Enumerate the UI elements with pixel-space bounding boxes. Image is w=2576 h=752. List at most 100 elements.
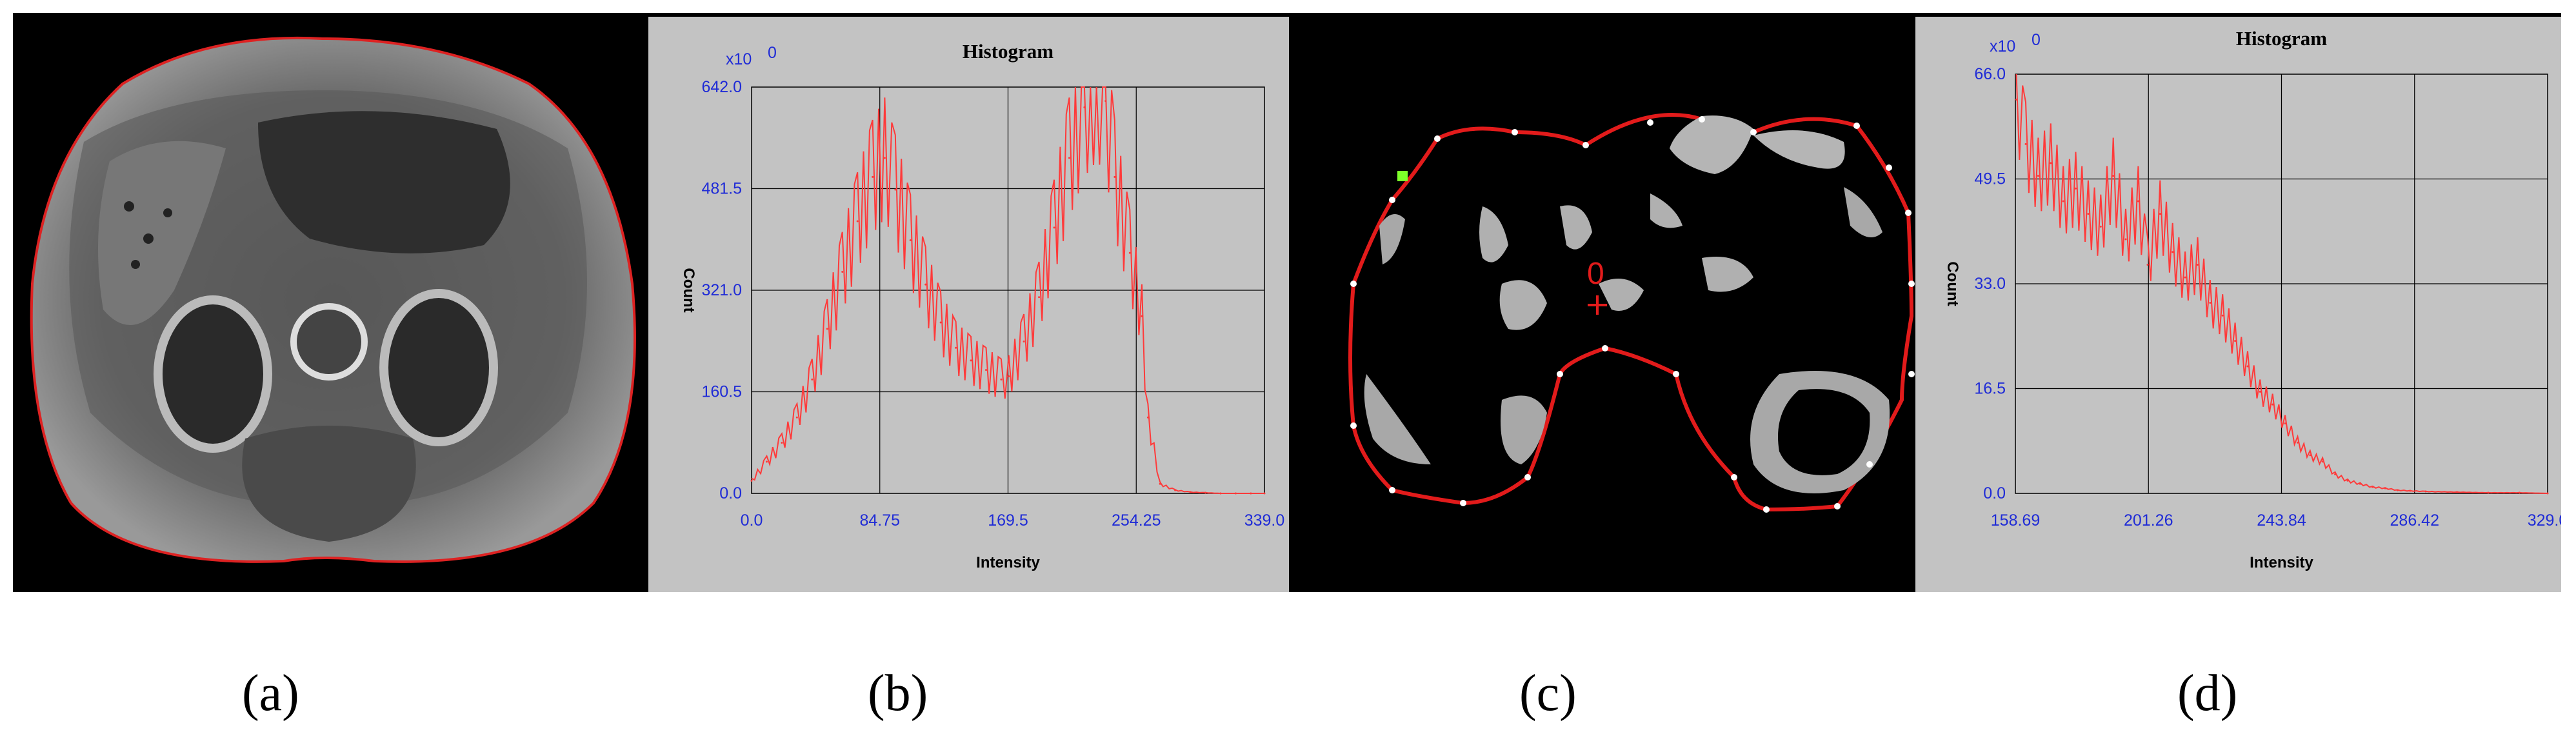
histogram-point — [2172, 251, 2174, 253]
histogram-point — [970, 359, 972, 362]
histogram-point — [2518, 491, 2521, 494]
chart-title: Histogram — [2236, 27, 2327, 50]
caption-a: (a) — [242, 665, 299, 722]
y-tick-label: 0.0 — [719, 484, 742, 502]
axis-multiplier-exponent: 0 — [2032, 31, 2041, 49]
histogram-point — [811, 378, 814, 381]
x-tick-label: 329.0 — [2528, 511, 2561, 529]
x-tick-label: 169.5 — [988, 511, 1028, 529]
histogram-series — [751, 86, 1264, 494]
x-axis-label: Intensity — [976, 554, 1040, 571]
histogram-point — [2296, 441, 2299, 444]
histogram-point — [795, 416, 798, 419]
histogram-point — [2424, 490, 2427, 493]
histogram-point — [2396, 489, 2399, 491]
histogram-point — [2137, 200, 2139, 203]
histogram-point — [955, 346, 957, 349]
histogram-point — [1141, 315, 1143, 317]
histogram-point — [2346, 479, 2349, 482]
histogram-point — [1219, 492, 1222, 495]
histogram-point — [2075, 187, 2077, 190]
x-tick-label: 84.75 — [859, 511, 900, 529]
x-tick-label: 339.0 — [1244, 511, 1285, 529]
histogram-chart-b: Histogram x10 0 0.0 84.75 169.5 254.25 339.0 642… — [680, 40, 1285, 571]
mri-axial-image — [13, 13, 648, 592]
histogram-point — [1174, 489, 1177, 491]
histogram-chart-d: Histogram x10 0 158.69 201.26 243.84 286.42 329… — [1944, 27, 2561, 571]
vertebra — [290, 303, 368, 381]
histogram-point — [2209, 302, 2212, 304]
histogram-point — [2456, 491, 2459, 493]
mri-scan-graphic — [30, 36, 636, 563]
histogram-point — [939, 321, 942, 324]
histogram-point — [750, 479, 753, 482]
liver — [98, 141, 226, 325]
spinal-muscles — [242, 426, 416, 542]
y-tick-label: 33.0 — [1974, 275, 2006, 293]
histogram-point — [2334, 473, 2337, 475]
histogram-point — [2546, 492, 2549, 495]
contour-label: 0 — [1587, 257, 1604, 291]
histogram-point — [2359, 482, 2361, 485]
histogram-point — [1083, 106, 1086, 108]
histogram-point — [2371, 486, 2374, 488]
histogram-point — [1204, 491, 1207, 494]
histogram-point — [2234, 340, 2237, 342]
histogram-point — [841, 271, 844, 273]
stomach — [258, 111, 510, 253]
y-tick-label: 481.5 — [701, 180, 742, 198]
histogram-point — [1263, 492, 1266, 495]
histogram-point — [856, 220, 859, 223]
histogram-point — [1146, 416, 1149, 419]
caption-d: (d) — [2177, 665, 2238, 722]
histogram-point — [2384, 487, 2386, 490]
histogram-point — [1038, 296, 1041, 299]
histogram-point — [2037, 175, 2039, 177]
histogram-point — [2196, 263, 2199, 266]
histogram-point — [2099, 225, 2102, 228]
histogram-point — [1159, 482, 1161, 485]
histogram-point — [1104, 100, 1107, 103]
x-tick-label: 243.84 — [2257, 511, 2306, 529]
histogram-series — [2015, 74, 2548, 494]
y-tick-label: 642.0 — [701, 78, 742, 96]
x-tick-label: 286.42 — [2390, 511, 2439, 529]
histogram-point — [872, 175, 874, 178]
histogram-point — [984, 369, 987, 371]
histogram-point — [2259, 390, 2261, 393]
segmentation-graphic: 0 — [1348, 113, 1915, 513]
caption-b: (b) — [868, 665, 928, 722]
left-kidney — [154, 295, 272, 453]
histogram-point — [2159, 213, 2161, 215]
x-tick-label: 201.26 — [2124, 511, 2173, 529]
histogram-point — [2321, 460, 2324, 463]
histogram-point — [2221, 314, 2224, 317]
histogram-point — [894, 188, 897, 191]
caption-c: (c) — [1519, 665, 1577, 722]
histogram-panel-d: Histogram x10 0 158.69 201.26 243.84 286.42 329… — [1915, 13, 2561, 592]
histogram-point — [2284, 422, 2286, 425]
histogram-point — [2087, 213, 2090, 215]
histogram-point — [2112, 175, 2115, 177]
y-tick-label: 0.0 — [1983, 484, 2006, 502]
y-axis-label: Count — [1944, 261, 1961, 306]
segmentation-image: 0 — [1289, 13, 1915, 592]
histogram-point — [1008, 375, 1010, 377]
histogram-point — [2271, 403, 2274, 406]
histogram-point — [909, 239, 912, 241]
histogram-point — [2024, 143, 2027, 145]
right-kidney — [379, 289, 498, 446]
histogram-point — [781, 441, 783, 444]
x-axis-label: Intensity — [2250, 554, 2313, 571]
x-tick-label: 158.69 — [1991, 511, 2040, 529]
histogram-point — [2184, 276, 2186, 279]
centroid-crosshair — [1588, 295, 1607, 315]
histogram-point — [1068, 157, 1070, 159]
figure-top-border — [13, 13, 2561, 17]
chart-title: Histogram — [963, 40, 1053, 63]
histogram-point — [1250, 492, 1252, 495]
histogram-point — [2050, 162, 2052, 164]
axis-multiplier: x10 — [1990, 37, 2015, 55]
contour-handle — [1397, 171, 1408, 181]
histogram-point — [2246, 365, 2249, 368]
